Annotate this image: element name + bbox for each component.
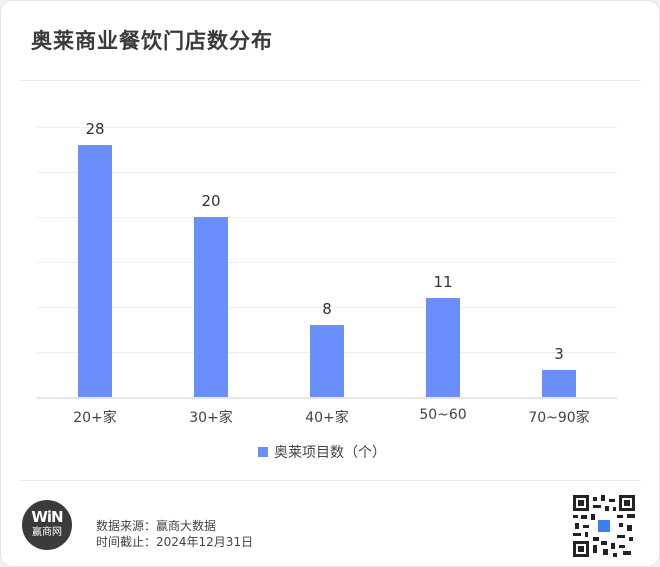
data-date: 时间截止：2024年12月31日 bbox=[96, 535, 254, 549]
qr-center-logo-icon bbox=[596, 518, 612, 534]
qr-code-icon bbox=[573, 495, 635, 557]
qr-pattern bbox=[573, 495, 635, 557]
gridline bbox=[37, 307, 617, 308]
bar-value-label: 20 bbox=[201, 192, 221, 210]
legend-label: 奥莱项目数（个） bbox=[274, 445, 386, 461]
bar[interactable] bbox=[78, 145, 112, 397]
bar[interactable] bbox=[542, 370, 576, 397]
bar-value-label: 11 bbox=[433, 273, 453, 291]
logo-mark: WiN bbox=[31, 508, 63, 526]
x-tick-label: 40+家 bbox=[305, 410, 349, 426]
x-tick-label: 50~60 bbox=[419, 407, 467, 423]
title-divider bbox=[19, 80, 641, 81]
gridline bbox=[37, 127, 617, 128]
footer-divider bbox=[19, 480, 641, 481]
gridline bbox=[37, 217, 617, 218]
bar-value-label: 28 bbox=[85, 120, 105, 138]
chart-title: 奥莱商业餐饮门店数分布 bbox=[31, 29, 273, 53]
gridline bbox=[37, 172, 617, 173]
bar[interactable] bbox=[194, 217, 228, 397]
winshang-logo-icon: WiN 赢商网 bbox=[22, 500, 72, 550]
data-source: 数据来源：赢商大数据 bbox=[96, 519, 217, 533]
bar[interactable] bbox=[310, 325, 344, 397]
x-axis-line bbox=[37, 397, 617, 399]
x-tick-label: 20+家 bbox=[73, 410, 117, 426]
plot-area: 28 20+家 20 30+家 8 40+家 11 50~60 3 70~90家 bbox=[37, 1, 617, 431]
logo-name: 赢商网 bbox=[32, 527, 62, 538]
bar[interactable] bbox=[426, 298, 460, 397]
legend[interactable]: 奥莱项目数（个） bbox=[258, 442, 386, 462]
source-note: 数据来源：赢商大数据 时间截止：2024年12月31日 bbox=[96, 518, 253, 550]
gridline bbox=[37, 262, 617, 263]
bar-value-label: 3 bbox=[554, 345, 564, 363]
x-tick-label: 70~90家 bbox=[528, 410, 590, 426]
x-tick-label: 30+家 bbox=[189, 410, 233, 426]
bar-value-label: 8 bbox=[322, 300, 332, 318]
legend-swatch-icon bbox=[258, 447, 268, 457]
